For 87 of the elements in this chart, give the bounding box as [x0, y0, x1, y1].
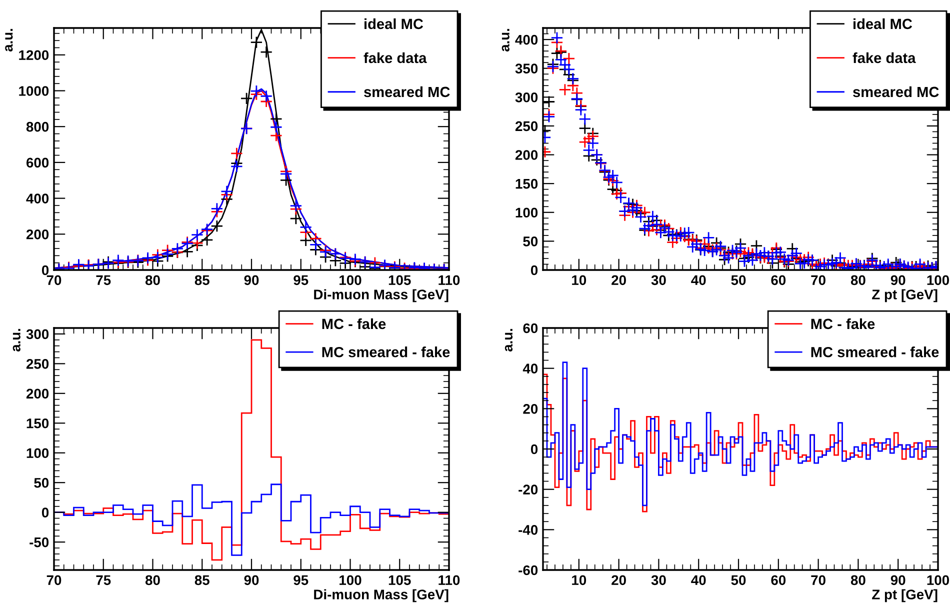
- x-tick-label: 90: [890, 275, 906, 286]
- y-tick-label: 800: [26, 122, 49, 132]
- x-tick-label: 95: [294, 575, 308, 586]
- x-tick-label: 80: [850, 275, 866, 286]
- y-tick-label: 250: [26, 359, 49, 369]
- y-tick-label: 200: [26, 229, 49, 240]
- y-axis-title: a.u.: [5, 28, 13, 52]
- x-tick-label: 75: [96, 275, 111, 286]
- legend-label: MC smeared - fake: [811, 346, 939, 358]
- y-tick-label: 50: [523, 236, 538, 246]
- x-tick-label: 70: [811, 275, 826, 286]
- x-tick-label: 90: [244, 275, 259, 286]
- x-tick-label: 70: [46, 275, 62, 286]
- y-tick-label: 150: [516, 178, 538, 189]
- y-tick-label: 400: [515, 34, 538, 45]
- x-tick-label: 105: [388, 275, 411, 286]
- y-tick-label: 0: [42, 508, 49, 518]
- y-axis-title: a.u.: [12, 328, 20, 352]
- x-tick-label: 85: [194, 575, 210, 586]
- x-tick-label: 60: [771, 275, 786, 286]
- x-tick-label: 85: [194, 275, 210, 286]
- legend-label: smeared MC: [853, 86, 939, 98]
- x-axis-title: Z pt [GeV]: [872, 289, 938, 302]
- y-tick-label: 350: [515, 64, 538, 74]
- y-axis-title: a.u.: [502, 28, 510, 52]
- y-tick-label: -40: [518, 525, 538, 535]
- y-axis-title: a.u.: [504, 328, 513, 352]
- x-tick-label: 75: [96, 575, 111, 586]
- y-tick-label: 300: [515, 92, 538, 102]
- x-tick-label: 95: [294, 275, 308, 286]
- y-tick-label: 100: [26, 448, 49, 458]
- x-tick-label: 20: [612, 275, 626, 286]
- x-tick-label: 70: [811, 575, 826, 586]
- x-axis-title: Di-muon Mass [GeV]: [314, 589, 448, 602]
- y-tick-label: 200: [26, 388, 49, 399]
- x-tick-label: 80: [850, 575, 866, 586]
- legend-label: ideal MC: [364, 18, 424, 30]
- x-tick-label: 105: [388, 575, 411, 586]
- y-tick-label: 0: [530, 265, 538, 276]
- x-tick-label: 40: [691, 575, 706, 586]
- y-tick-label: 250: [515, 121, 538, 132]
- x-tick-label: 60: [771, 575, 786, 586]
- x-tick-label: 50: [731, 275, 746, 286]
- y-tick-label: 0: [530, 444, 538, 454]
- x-tick-label: 30: [651, 275, 666, 286]
- legend-label: ideal MC: [854, 18, 912, 30]
- y-tick-label: 600: [26, 158, 49, 168]
- y-tick-label: -20: [518, 484, 538, 495]
- x-tick-label: 10: [572, 575, 586, 586]
- x-axis-title: Z pt [GeV]: [872, 589, 938, 602]
- x-tick-label: 40: [691, 275, 706, 286]
- y-tick-label: 0: [42, 265, 49, 276]
- y-tick-label: 20: [523, 404, 538, 414]
- x-tick-label: 90: [890, 575, 906, 586]
- x-tick-label: 100: [927, 275, 950, 286]
- x-tick-label: 70: [46, 575, 62, 586]
- x-tick-label: 100: [340, 575, 362, 586]
- x-tick-label: 110: [438, 575, 460, 586]
- x-tick-label: 90: [244, 575, 259, 586]
- x-tick-label: 80: [145, 575, 160, 586]
- legend-label: fake data: [364, 52, 427, 64]
- y-tick-label: 200: [515, 150, 538, 160]
- x-tick-label: 100: [340, 275, 362, 286]
- y-tick-label: 1000: [19, 86, 49, 96]
- legend-label: MC - fake: [811, 318, 875, 330]
- x-tick-label: 30: [651, 575, 666, 586]
- y-tick-label: 400: [26, 194, 49, 204]
- x-tick-label: 110: [438, 275, 460, 286]
- x-tick-label: 80: [145, 275, 160, 286]
- y-tick-label: 50: [34, 478, 49, 488]
- x-axis-title: Di-muon Mass [GeV]: [314, 289, 448, 302]
- legend-label: MC - fake: [322, 318, 386, 330]
- x-tick-label: 100: [927, 575, 950, 586]
- y-tick-label: 60: [523, 323, 538, 334]
- x-tick-label: 10: [572, 275, 586, 286]
- y-tick-label: -60: [518, 565, 538, 576]
- legend-label: MC smeared - fake: [322, 346, 450, 358]
- y-tick-label: 100: [516, 208, 538, 218]
- x-tick-label: 20: [612, 575, 626, 586]
- y-tick-label: 300: [26, 329, 49, 340]
- legend-label: fake data: [852, 52, 916, 64]
- x-tick-label: 50: [731, 575, 746, 586]
- y-tick-label: 1200: [19, 50, 49, 60]
- y-tick-label: -50: [30, 537, 49, 548]
- legend-label: smeared MC: [364, 86, 450, 98]
- y-tick-label: 150: [26, 418, 49, 428]
- y-tick-label: 40: [522, 364, 538, 374]
